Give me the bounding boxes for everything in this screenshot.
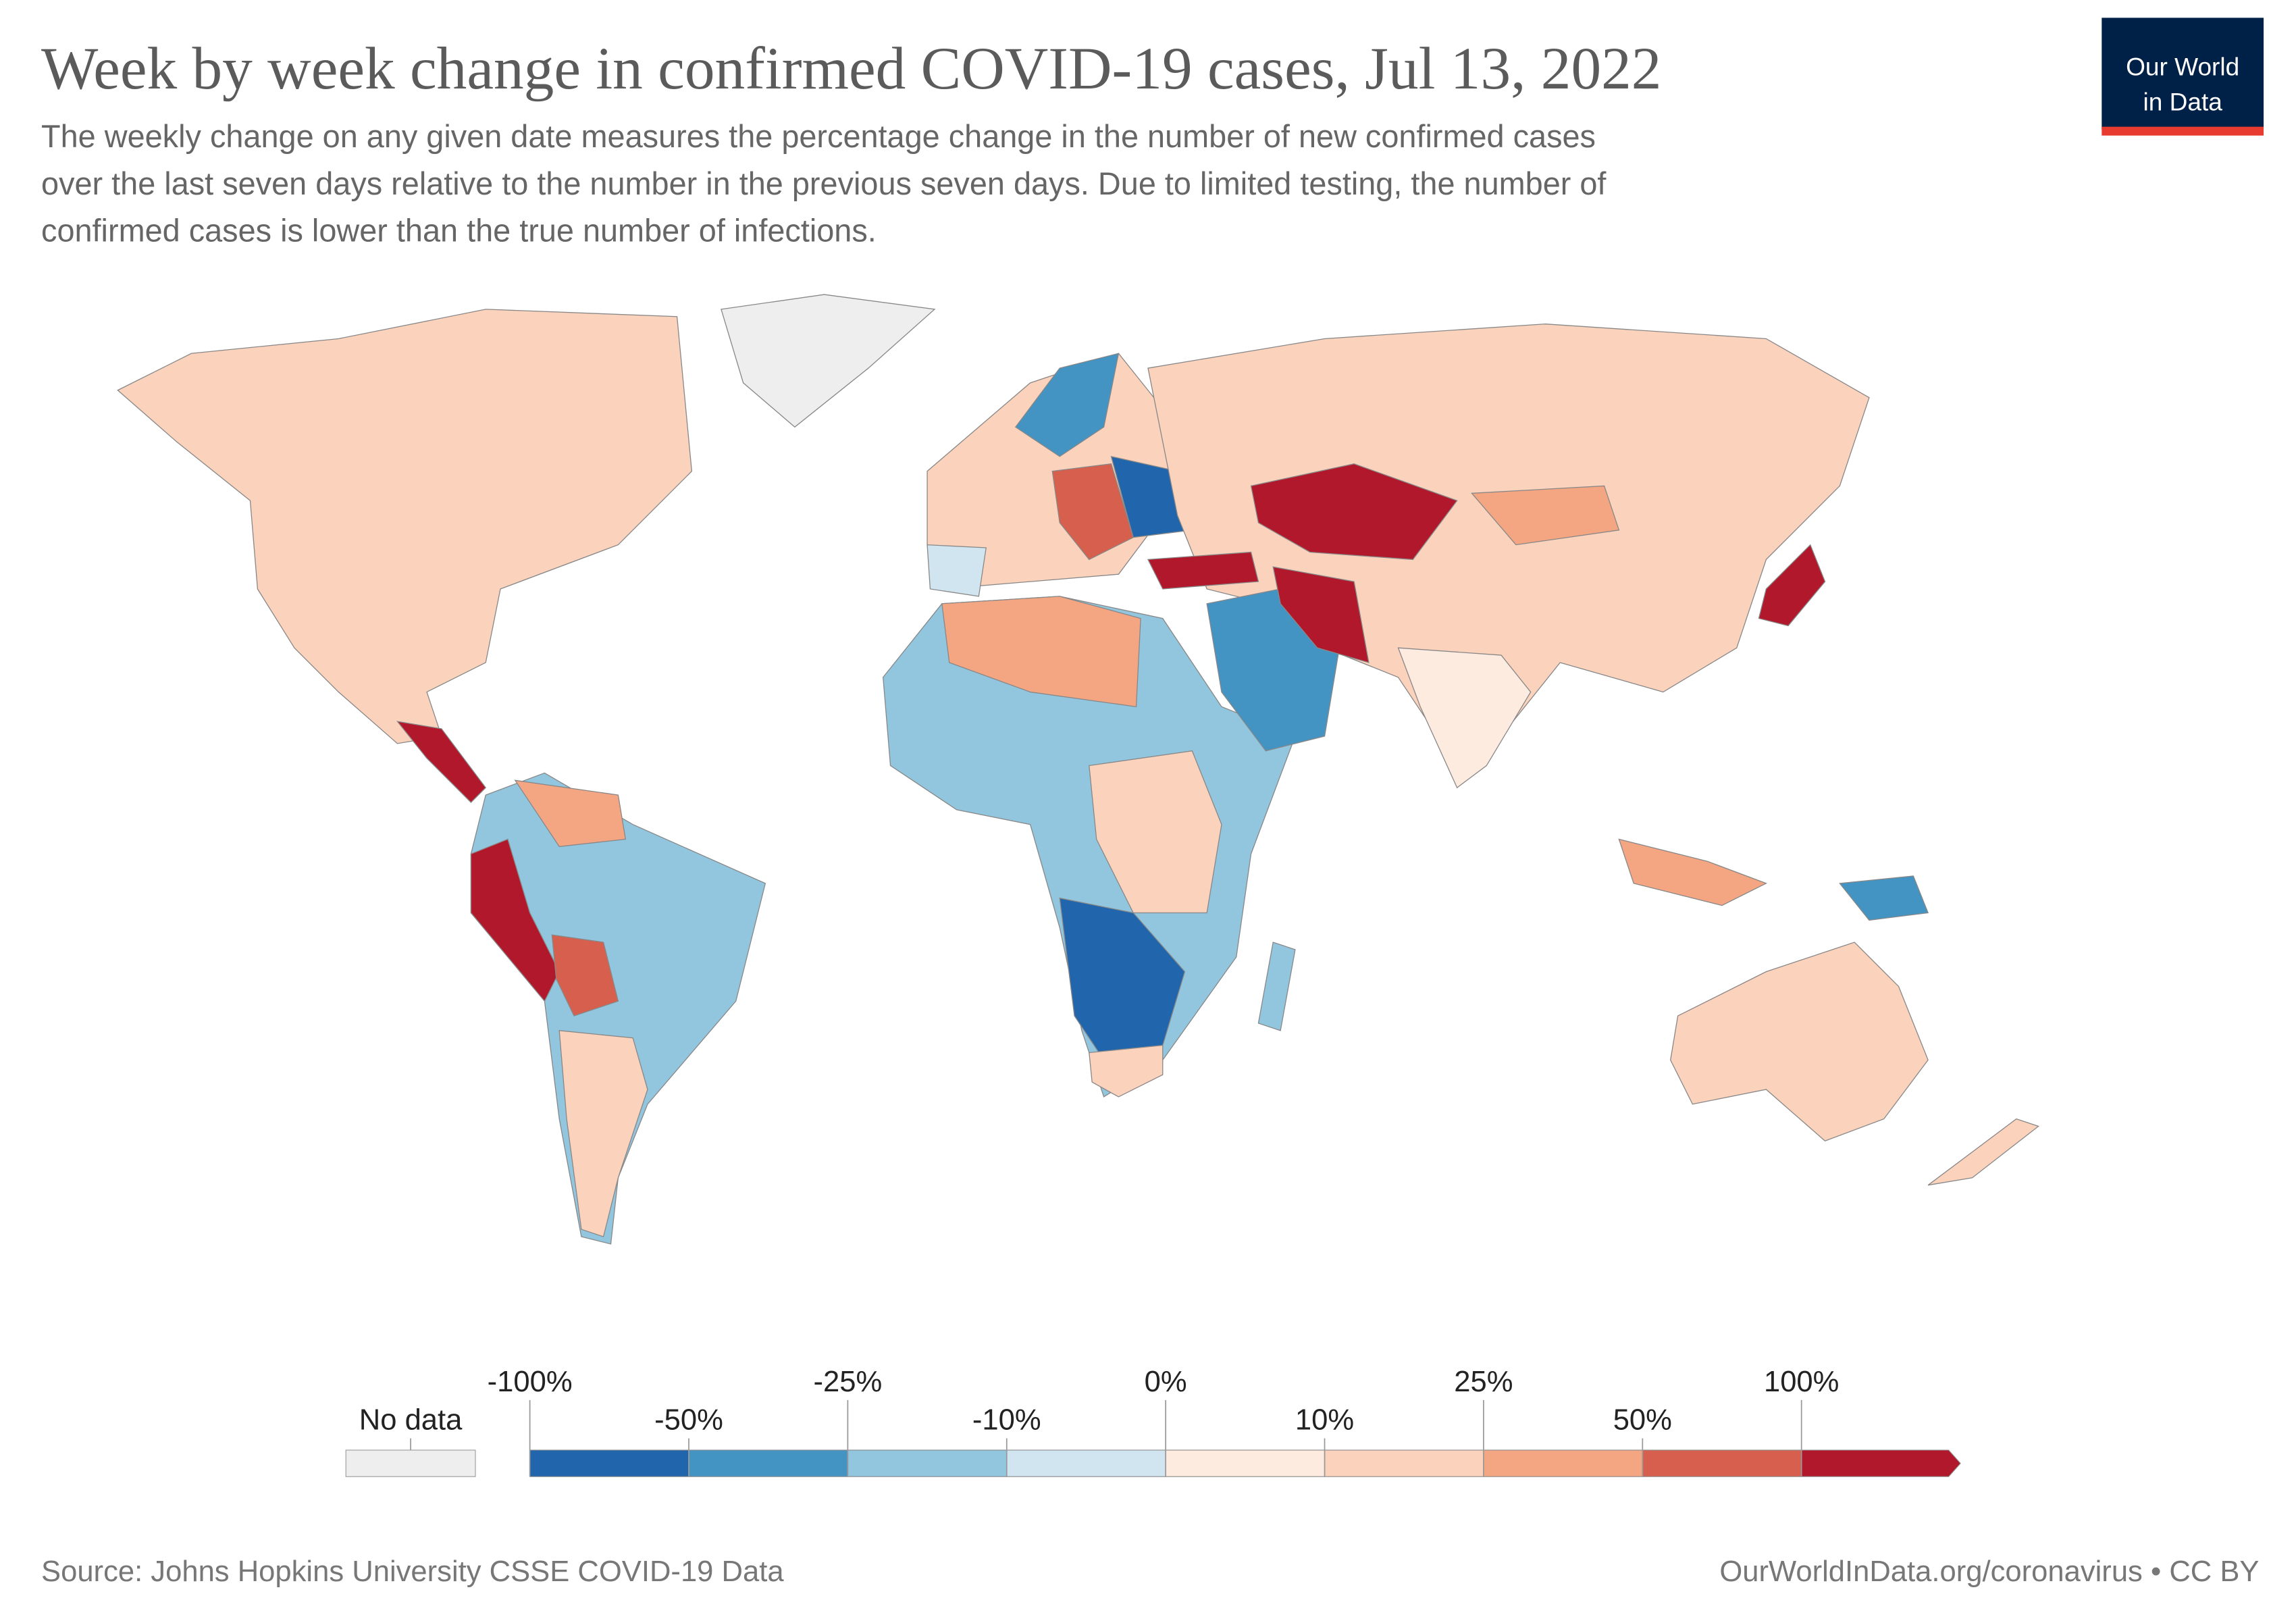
africa xyxy=(883,596,1296,1098)
world-map xyxy=(117,294,2039,1245)
legend-bin xyxy=(1324,1449,1484,1477)
central-europe xyxy=(1051,463,1134,561)
source: Source: Johns Hopkins University CSSE CO… xyxy=(41,1555,784,1588)
legend-bin xyxy=(529,1449,689,1477)
logo-text: Our World xyxy=(2126,52,2239,80)
southeast-asia xyxy=(1618,838,1768,906)
greenland xyxy=(721,294,936,428)
logo: Our World in Data xyxy=(2102,18,2264,136)
central-africa xyxy=(1089,750,1222,914)
madagascar xyxy=(1257,942,1296,1031)
title: Week by week change in confirmed COVID-1… xyxy=(41,35,1661,102)
logo-bar xyxy=(2102,126,2264,136)
south-asia xyxy=(1397,647,1532,789)
legend-bin-open xyxy=(1801,1449,1961,1477)
subtitle-line: over the last seven days relative to the… xyxy=(41,166,1607,201)
central-america xyxy=(396,721,487,803)
legend-tick-label: -25% xyxy=(814,1366,883,1398)
legend: -100% -50% -25% -10% 0% 10% 25% 50% 100% No data xyxy=(345,1366,1961,1477)
no-data-label: No data xyxy=(359,1404,463,1436)
legend-bin xyxy=(1006,1449,1166,1477)
turkey xyxy=(1147,551,1259,590)
legend-tick-label: 100% xyxy=(1764,1366,1839,1398)
new-guinea xyxy=(1839,875,1929,921)
bolivia xyxy=(551,934,619,1017)
south-africa xyxy=(1089,1044,1164,1098)
legend-bin xyxy=(688,1449,848,1477)
australia xyxy=(1670,942,1929,1142)
new-zealand xyxy=(1927,1118,2039,1186)
venezuela-region xyxy=(514,779,627,848)
north-africa xyxy=(941,596,1141,708)
url: OurWorldInData.org/coronavirus • CC BY xyxy=(1719,1555,2259,1588)
japan-korea xyxy=(1758,544,1826,627)
legend-tick-label: -50% xyxy=(654,1404,723,1436)
iran xyxy=(1272,566,1369,663)
subtitle-line: The weekly change on any given date meas… xyxy=(41,119,1596,154)
legend-bin xyxy=(1165,1449,1326,1477)
scandinavia xyxy=(1014,353,1120,457)
legend-tick-label: 50% xyxy=(1613,1404,1672,1436)
legend-bin xyxy=(847,1449,1008,1477)
legend-tick-label: -10% xyxy=(972,1404,1041,1436)
legend-tick-label: 25% xyxy=(1454,1366,1513,1398)
north-america xyxy=(117,309,693,744)
kazakhstan-region xyxy=(1250,463,1458,561)
logo-box xyxy=(2102,18,2264,130)
legend-tick-label: 10% xyxy=(1295,1404,1354,1436)
legend-bin xyxy=(1483,1449,1643,1477)
southern-cone xyxy=(558,1030,648,1237)
no-data-swatch xyxy=(345,1449,476,1477)
legend-tick-label: 0% xyxy=(1145,1366,1187,1398)
iberia xyxy=(927,544,987,597)
legend-bin xyxy=(1642,1449,1802,1477)
andes-west xyxy=(470,838,560,1002)
legend-tick-label: -100% xyxy=(488,1366,573,1398)
logo-text: in Data xyxy=(2143,88,2222,116)
subtitle-line: confirmed cases is lower than the true n… xyxy=(41,213,877,249)
mongolia xyxy=(1471,485,1620,546)
